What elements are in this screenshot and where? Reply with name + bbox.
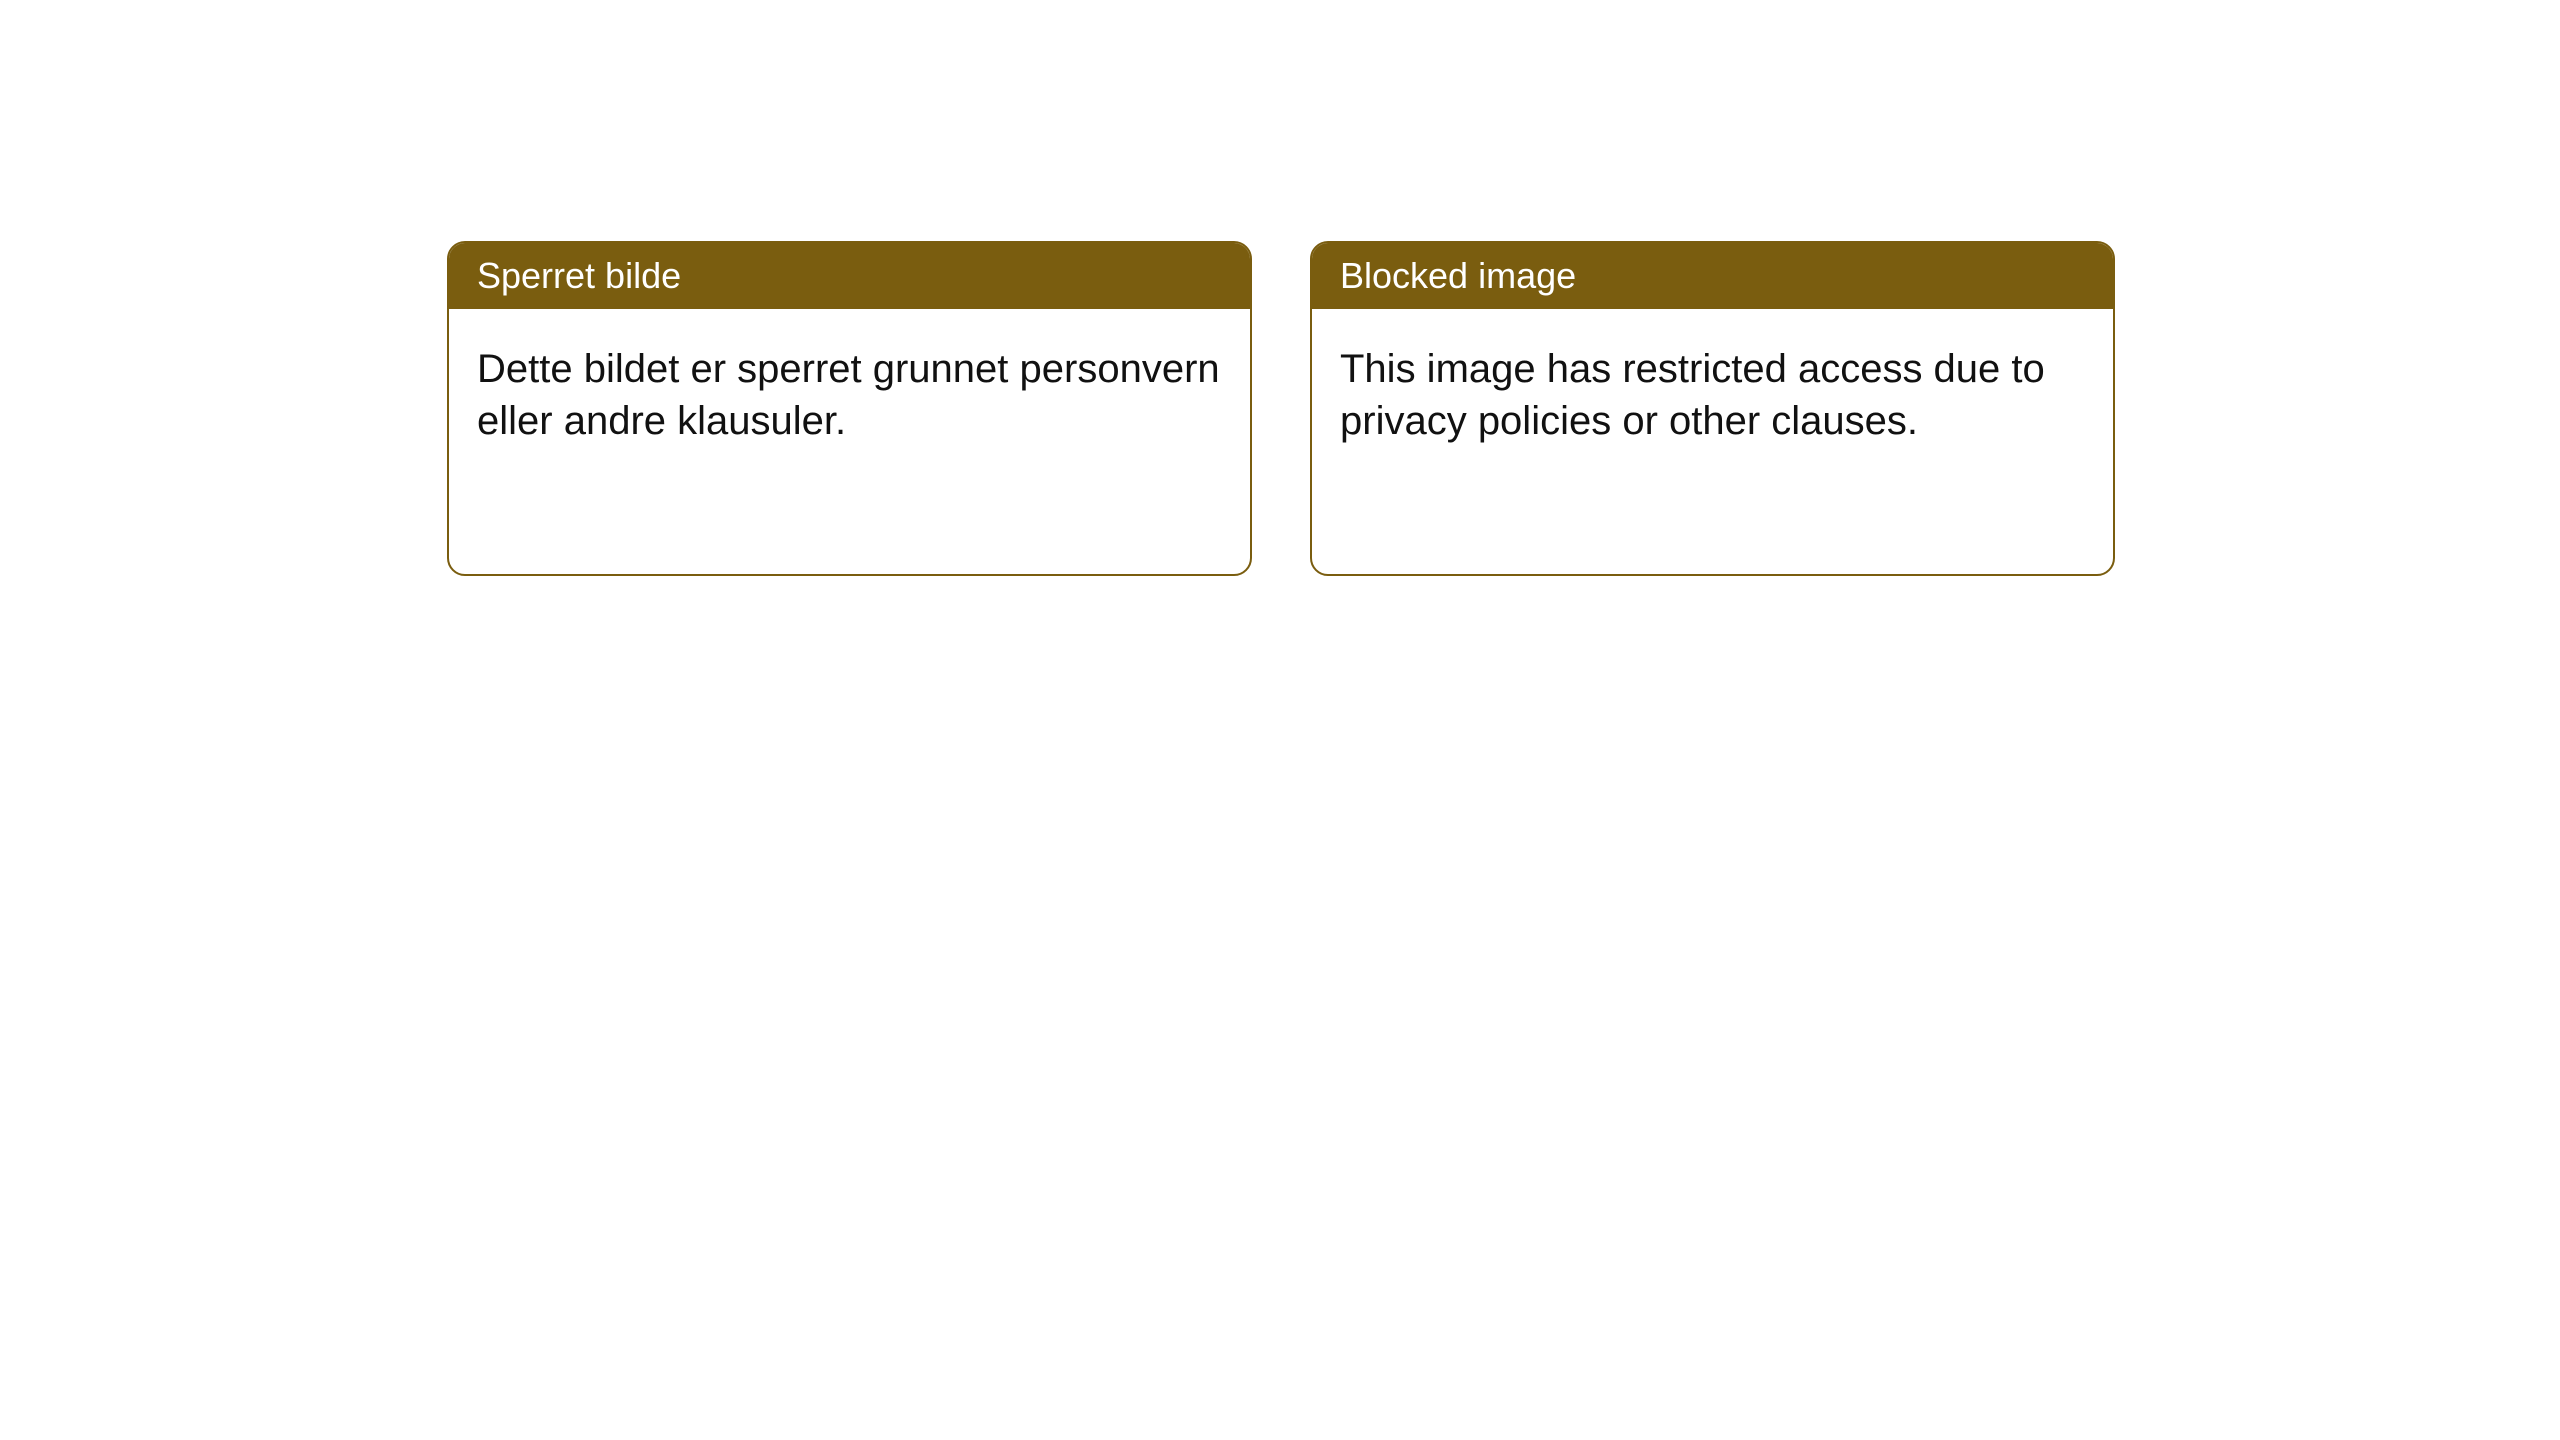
- card-title: Sperret bilde: [477, 255, 681, 296]
- card-header: Sperret bilde: [449, 243, 1250, 309]
- card-body: Dette bildet er sperret grunnet personve…: [449, 309, 1250, 481]
- notice-card-english: Blocked image This image has restricted …: [1310, 241, 2115, 576]
- notice-card-norwegian: Sperret bilde Dette bildet er sperret gr…: [447, 241, 1252, 576]
- card-message: Dette bildet er sperret grunnet personve…: [477, 347, 1220, 443]
- card-body: This image has restricted access due to …: [1312, 309, 2113, 481]
- card-title: Blocked image: [1340, 255, 1576, 296]
- card-header: Blocked image: [1312, 243, 2113, 309]
- notice-cards-container: Sperret bilde Dette bildet er sperret gr…: [447, 241, 2115, 576]
- card-message: This image has restricted access due to …: [1340, 347, 2045, 443]
